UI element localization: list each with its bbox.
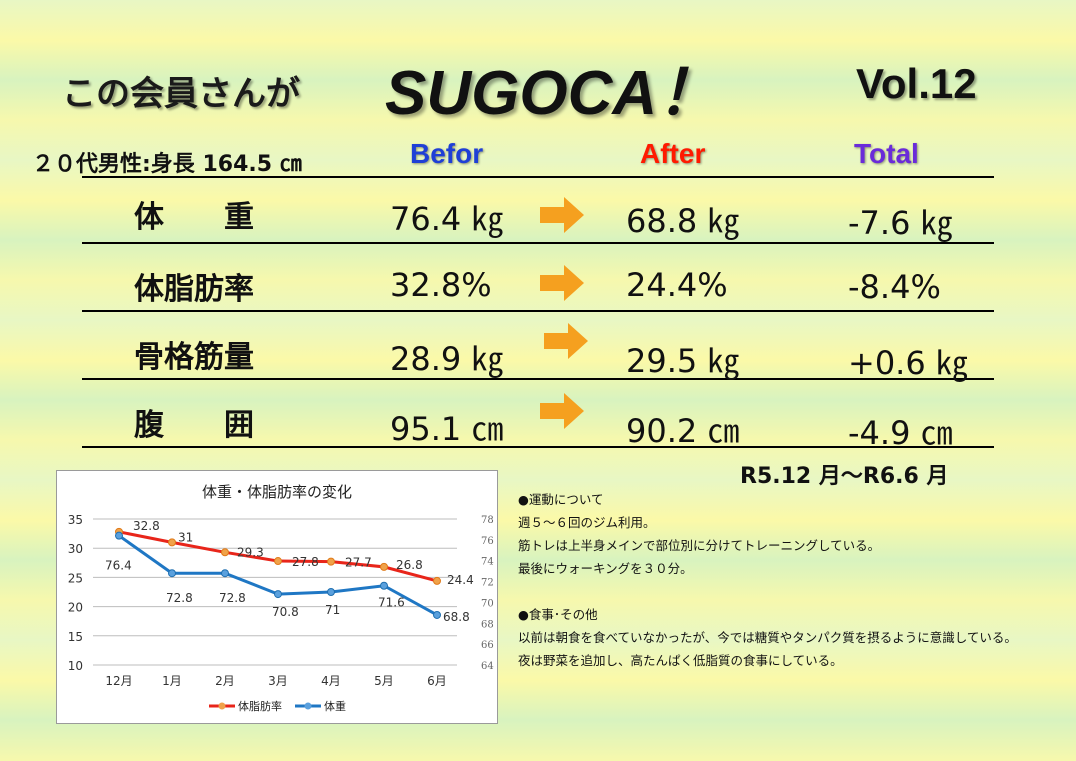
exercise-line: 筋トレは上半身メインで部位別に分けてトレーニングしている。	[518, 538, 881, 553]
data-point-weight	[221, 569, 229, 578]
data-label-weight: 76.4	[105, 559, 132, 573]
arrow-right-icon	[540, 393, 584, 429]
data-point-weight	[327, 588, 335, 596]
notes-panel: ●運動について 週５～６回のジム利用。 筋トレは上半身メインで部位別に分けてトレ…	[518, 488, 1058, 672]
row-after-waist: 90.2 ㎝	[626, 412, 740, 450]
data-label-body-fat: 24.4	[447, 573, 474, 587]
data-label-weight: 70.8	[272, 605, 299, 619]
data-point-body-fat	[168, 538, 176, 547]
left-axis-tick-label: 15	[68, 630, 83, 644]
data-label-weight: 72.8	[219, 591, 246, 605]
arrow-right-icon	[540, 197, 584, 233]
row-after-body-fat: 24.4%	[626, 266, 728, 304]
data-label-body-fat: 27.7	[345, 556, 372, 570]
x-axis-tick-label: 3月	[268, 674, 288, 688]
table-rule	[82, 446, 994, 448]
arrow-right-icon	[544, 323, 588, 359]
volume-label: Vol.12	[856, 60, 977, 107]
data-point-weight	[115, 531, 123, 540]
column-header-after: After	[640, 138, 706, 169]
data-label-body-fat: 32.8	[133, 519, 160, 533]
x-axis-tick-label: 2月	[215, 674, 235, 688]
period-label: R5.12 月～R6.6 月	[740, 464, 949, 489]
right-axis-tick-label: 64	[481, 661, 494, 672]
row-before-weight: 76.4 ㎏	[390, 200, 504, 238]
legend-marker-body-fat	[218, 702, 226, 710]
column-header-before: Befor	[410, 138, 484, 169]
line-chart: 体重・体脂肪率の変化 10 15 20 25 30 35 64 66 68 70 72 74 76 78 12…	[68, 483, 494, 713]
exercise-line: 週５～６回のジム利用。	[518, 515, 656, 530]
exercise-heading: ●運動について	[518, 492, 604, 507]
chart-panel: 体重・体脂肪率の変化 10 15 20 25 30 35 64 66 68 70 72 74 76 78 12…	[56, 470, 498, 724]
legend-label-body-fat: 体脂肪率	[238, 699, 282, 713]
x-axis-tick-label: 5月	[374, 674, 394, 688]
legend-label-weight: 体重	[324, 699, 346, 713]
data-label-body-fat: 26.8	[396, 558, 423, 572]
right-axis-tick-label: 72	[481, 578, 494, 589]
right-axis-tick-label: 68	[481, 619, 494, 630]
row-total-weight: -7.6 ㎏	[848, 204, 953, 242]
data-point-body-fat	[380, 562, 388, 571]
row-before-body-fat: 32.8%	[390, 266, 492, 304]
column-header-total: Total	[854, 138, 919, 169]
data-label-weight: 72.8	[166, 591, 193, 605]
left-axis-tick-label: 35	[68, 513, 83, 527]
data-label-weight: 71	[325, 603, 340, 617]
data-label-body-fat: 27.8	[292, 555, 319, 569]
diet-heading: ●食事･その他	[518, 607, 598, 622]
data-point-body-fat	[274, 557, 282, 566]
table-rule	[82, 176, 994, 178]
exercise-line: 最後にウォーキングを３０分。	[518, 561, 693, 576]
row-total-muscle: +0.6 ㎏	[848, 344, 968, 382]
row-after-weight: 68.8 ㎏	[626, 202, 740, 240]
title-left: この会員さんが	[62, 74, 300, 114]
data-point-weight	[168, 569, 176, 578]
chart-title: 体重・体脂肪率の変化	[202, 483, 352, 501]
left-axis-tick-label: 20	[68, 601, 83, 615]
row-label-weight: 体 重	[134, 200, 254, 235]
row-label-waist: 腹 囲	[134, 408, 254, 443]
title-main: SUGOCA！	[385, 59, 720, 128]
right-axis-tick-label: 70	[481, 598, 494, 609]
legend-marker-weight	[304, 702, 312, 710]
table-rule	[82, 242, 994, 244]
arrow-right-icon	[540, 265, 584, 301]
x-axis-tick-label: 12月	[105, 674, 132, 688]
diet-line: 以前は朝食を食べていなかったが、今では糖質やタンパク質を摂るように意識している。	[518, 630, 1017, 645]
left-axis-tick-label: 25	[68, 571, 83, 585]
right-axis-tick-label: 66	[481, 640, 494, 651]
row-label-muscle: 骨格筋量	[134, 340, 254, 375]
data-point-weight	[380, 581, 388, 590]
row-before-waist: 95.1 ㎝	[390, 410, 504, 448]
row-label-body-fat: 体脂肪率	[134, 272, 254, 307]
row-total-body-fat: -8.4%	[848, 268, 941, 306]
data-label-body-fat: 29.3	[237, 545, 264, 559]
data-point-body-fat	[433, 576, 441, 585]
row-before-muscle: 28.9 ㎏	[390, 340, 504, 378]
subject-info: ２０代男性:身長 164.5 ㎝	[32, 152, 302, 177]
right-axis-tick-label: 74	[481, 557, 494, 568]
series-line-body-fat	[118, 530, 438, 583]
data-point-weight	[433, 610, 441, 619]
row-total-waist: -4.9 ㎝	[848, 414, 953, 452]
right-axis-tick-label: 78	[481, 515, 494, 526]
table-rule	[82, 378, 994, 380]
data-label-body-fat: 31	[178, 530, 193, 544]
data-label-weight: 71.6	[378, 596, 405, 610]
data-label-weight: 68.8	[443, 610, 470, 624]
diet-line: 夜は野菜を追加し、高たんぱく低脂質の食事にしている。	[518, 653, 843, 668]
data-point-weight	[274, 590, 282, 599]
right-axis-tick-label: 76	[481, 536, 494, 547]
x-axis-tick-label: 4月	[321, 674, 341, 688]
data-point-body-fat	[221, 548, 229, 557]
x-axis-tick-label: 6月	[427, 674, 447, 688]
left-axis-tick-label: 10	[68, 659, 83, 673]
notes-spacer	[518, 580, 1058, 603]
data-point-body-fat	[327, 557, 335, 566]
table-rule	[82, 310, 994, 312]
left-axis-tick-label: 30	[68, 542, 83, 556]
x-axis-tick-label: 1月	[162, 674, 182, 688]
row-after-muscle: 29.5 ㎏	[626, 342, 740, 380]
